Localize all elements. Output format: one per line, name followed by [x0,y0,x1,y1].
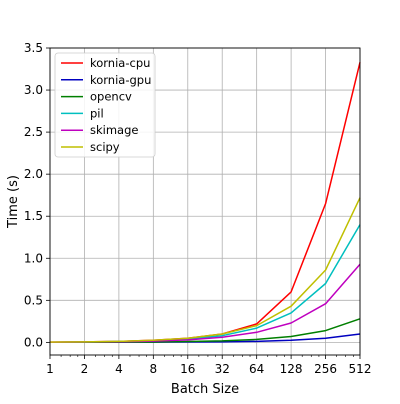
x-tick-label: 2 [81,362,89,376]
x-tick-label: 32 [215,362,230,376]
legend-label: opencv [90,90,132,104]
y-tick-label: 2.0 [24,167,43,181]
y-tick-label: 2.5 [24,125,43,139]
y-ticks: 0.0 0.5 1.0 1.5 2.0 2.5 3.0 3.5 [24,41,50,349]
legend-label: skimage [90,123,138,137]
x-tick-label: 512 [349,362,372,376]
x-tick-label: 8 [150,362,158,376]
x-tick-label: 4 [115,362,123,376]
y-tick-label: 0.5 [24,293,43,307]
x-tick-label: 64 [249,362,264,376]
y-axis-label: Time (s) [6,175,21,229]
x-tick-label: 128 [280,362,303,376]
x-tick-label: 1 [46,362,54,376]
series-lines [49,62,361,344]
series-line-scipy [49,197,361,343]
y-tick-label: 0.0 [24,335,43,349]
plot-frame [49,47,361,356]
legend-box [54,52,156,158]
y-tick-label: 1.5 [24,209,43,223]
x-tick-label: 256 [314,362,337,376]
legend-label: scipy [90,140,120,154]
legend-label: kornia-cpu [90,56,150,70]
y-tick-label: 3.5 [24,41,43,55]
legend-label: pil [90,106,104,120]
x-ticks: 1 2 4 8 16 32 64 128 256 512 [46,355,371,376]
x-tick-label: 16 [180,362,195,376]
y-tick-label: 1.0 [24,251,43,265]
legend-label: kornia-gpu [90,73,151,87]
x-axis-label: Batch Size [171,382,239,397]
legend: kornia-cpu kornia-gpu opencv pil skimage scip… [54,52,156,158]
y-tick-label: 3.0 [24,83,43,97]
